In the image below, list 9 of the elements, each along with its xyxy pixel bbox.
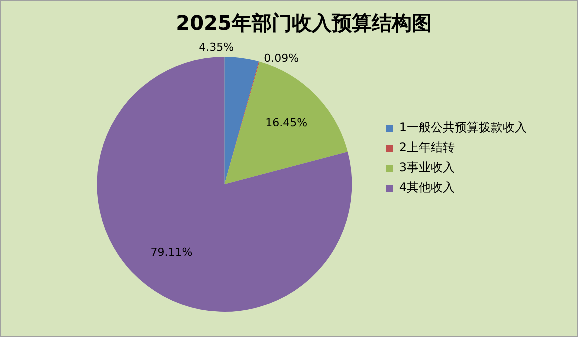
data-label: 0.09% xyxy=(264,52,300,66)
data-label: 16.45% xyxy=(266,116,308,130)
legend-label: 1一般公共预算拨款收入 xyxy=(399,120,528,135)
chart-title: 2025年部门收入预算结构图 xyxy=(176,11,432,36)
legend-label: 3事业收入 xyxy=(399,160,456,175)
legend-label: 4其他收入 xyxy=(399,180,456,195)
data-label: 79.11% xyxy=(150,246,193,260)
legend-label: 2上年结转 xyxy=(399,140,456,155)
data-label: 4.35% xyxy=(199,40,234,54)
